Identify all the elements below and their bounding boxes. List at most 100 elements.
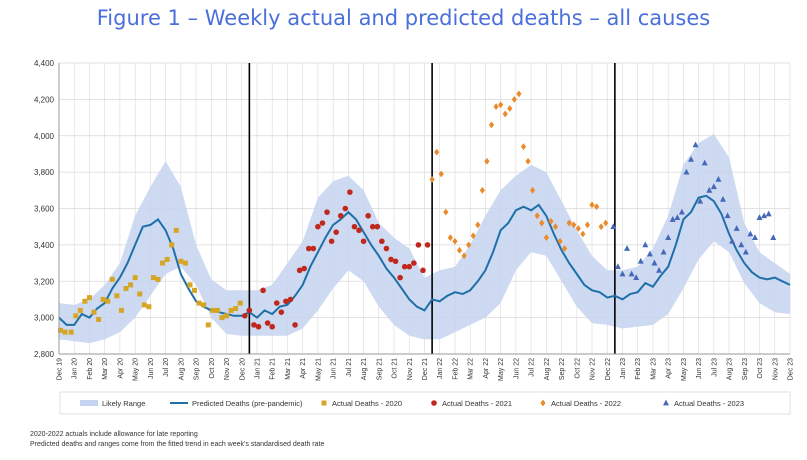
data-point-y2022 [543, 234, 549, 241]
data-point-y2021 [324, 209, 330, 215]
data-point-y2023 [724, 212, 731, 219]
data-point-y2021 [420, 267, 426, 274]
y-tick-label: 4,000 [34, 132, 55, 141]
data-point-y2020 [77, 307, 83, 313]
data-point-y2022 [502, 110, 508, 118]
predicted-line [58, 194, 791, 326]
data-point-y2021 [337, 212, 344, 219]
x-tick-label: Mar 20 [102, 358, 109, 380]
data-point-y2022 [466, 241, 472, 249]
data-point-y2021 [315, 223, 321, 230]
data-point-y2022 [548, 217, 554, 225]
data-point-y2020 [128, 282, 134, 288]
x-tick-label: May 21 [315, 358, 322, 381]
data-point-y2023 [701, 159, 708, 166]
legend-box [59, 391, 791, 415]
data-point-y2020 [164, 256, 170, 262]
data-point-y2022 [525, 157, 531, 165]
data-point-y2020 [210, 307, 216, 313]
data-point-y2023 [729, 237, 736, 244]
likely-range-area [59, 133, 790, 344]
data-point-y2023 [614, 263, 621, 270]
data-point-y2022 [575, 225, 581, 232]
data-point-y2021 [246, 307, 253, 314]
x-tick-label: Aug 22 [544, 358, 551, 380]
x-tick-label: Jan 22 [437, 358, 444, 379]
data-point-y2020 [58, 327, 64, 333]
data-point-y2021 [397, 274, 403, 281]
y-tick-label: 3,400 [34, 241, 55, 250]
data-point-y2020 [100, 296, 106, 302]
x-tick-label: Oct 22 [574, 358, 581, 379]
data-point-y2020 [192, 287, 198, 293]
x-tick-label: Dec 21 [422, 358, 429, 380]
x-tick-label: Oct 21 [392, 358, 399, 379]
data-point-y2021 [260, 287, 266, 294]
data-point-y2022 [429, 176, 435, 183]
data-point-y2020 [109, 276, 115, 282]
data-point-y2022 [438, 170, 444, 178]
data-point-y2023 [688, 155, 695, 162]
actual-points [58, 90, 777, 335]
data-point-y2023 [656, 266, 663, 273]
x-tick-label: Feb 21 [270, 358, 277, 380]
data-point-y2020 [224, 313, 230, 319]
data-point-y2023 [624, 245, 631, 251]
data-point-y2022 [511, 95, 517, 103]
data-point-y2022 [589, 201, 595, 209]
data-point-y2020 [91, 309, 97, 315]
data-point-y2022 [498, 101, 504, 109]
data-point-y2021 [360, 238, 367, 245]
data-point-y2021 [264, 320, 271, 326]
data-point-y2020 [96, 316, 102, 322]
data-point-y2022 [434, 148, 440, 156]
data-point-y2022 [562, 245, 568, 252]
data-point-y2022 [598, 223, 604, 231]
data-point-y2021 [347, 189, 353, 195]
data-point-y2020 [150, 275, 156, 281]
x-tick-label: Jun 23 [696, 358, 703, 379]
data-point-y2020 [146, 304, 152, 310]
data-point-y2023 [738, 241, 745, 248]
y-tick-label: 2,800 [34, 350, 55, 359]
data-point-y2021 [296, 267, 303, 274]
data-point-y2023 [678, 208, 685, 215]
x-tick-label: May 20 [133, 358, 140, 381]
y-tick-label: 3,000 [34, 314, 55, 323]
x-tick-label: Oct 23 [757, 358, 764, 379]
data-point-y2020 [68, 329, 74, 335]
legend-swatch-y2023 [663, 399, 669, 406]
data-point-y2020 [73, 313, 79, 319]
data-point-y2021 [283, 298, 289, 305]
x-tick-label: Apr 23 [666, 358, 673, 379]
data-point-y2023 [665, 234, 672, 240]
data-point-y2022 [488, 121, 495, 129]
axes: 2,800 3,000 3,200 3,400 3,600 3,800 4,000 4,200… [34, 59, 795, 381]
data-point-y2022 [456, 246, 463, 254]
x-tick-label: Jul 22 [529, 358, 536, 377]
data-point-y2020 [237, 300, 243, 306]
data-point-y2021 [328, 238, 335, 245]
x-tick-label: Sep 20 [194, 358, 201, 380]
data-point-y2020 [137, 291, 143, 297]
data-point-y2022 [475, 221, 481, 229]
data-point-y2020 [155, 276, 161, 282]
data-point-y2020 [228, 307, 234, 313]
x-tick-label: Mar 21 [285, 358, 292, 380]
x-tick-label: Mar 23 [650, 358, 657, 380]
data-point-y2020 [141, 302, 147, 308]
data-point-y2023 [697, 197, 704, 204]
data-point-y2023 [706, 186, 713, 193]
data-point-y2022 [534, 212, 540, 220]
data-point-y2022 [593, 203, 600, 211]
data-point-y2021 [251, 322, 257, 328]
data-point-y2022 [539, 219, 545, 227]
legend-label: Actual Deaths - 2021 [442, 399, 512, 408]
data-point-y2020 [173, 227, 179, 233]
data-point-y2022 [584, 221, 591, 229]
data-point-y2020 [196, 300, 202, 306]
year-dividers [248, 63, 616, 354]
y-tick-label: 3,200 [34, 277, 55, 286]
data-point-y2022 [507, 105, 513, 112]
